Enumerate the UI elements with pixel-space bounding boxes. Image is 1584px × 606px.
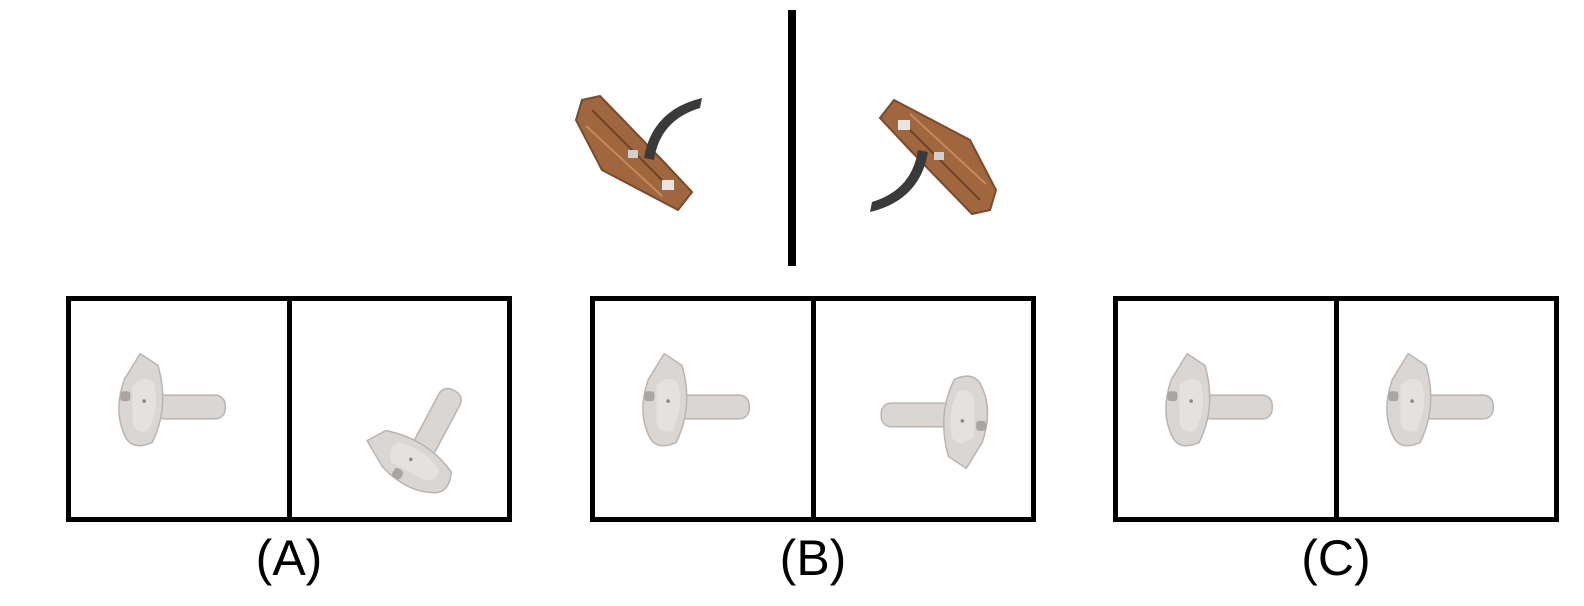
- option-c-panel[interactable]: [1113, 296, 1559, 522]
- option-a-left-cell: [71, 301, 287, 517]
- option-a-panel[interactable]: [66, 296, 512, 522]
- option-a-right-cell: [286, 301, 508, 517]
- option-b-left-sink-icon: [642, 352, 750, 447]
- example-divider: [788, 10, 796, 266]
- example-right-boat-icon: [869, 99, 997, 215]
- option-b-left-cell: [595, 301, 811, 517]
- option-a-label: (A): [255, 530, 323, 586]
- option-a-left-sink-icon: [118, 352, 226, 447]
- option-c-left-cell: [1118, 301, 1334, 517]
- option-b-panel[interactable]: [590, 296, 1036, 522]
- option-b-label: (B): [779, 530, 847, 586]
- option-b-right-sink-icon: [880, 375, 988, 470]
- option-b-right-cell: [810, 301, 1032, 517]
- option-c-right-cell: [1333, 301, 1555, 517]
- example-left-boat-icon: [575, 95, 703, 211]
- option-c-label: (C): [1301, 530, 1371, 586]
- option-c-right-sink-icon: [1385, 352, 1494, 447]
- option-a-right-sink-icon: [355, 364, 489, 504]
- option-c-left-sink-icon: [1165, 352, 1273, 447]
